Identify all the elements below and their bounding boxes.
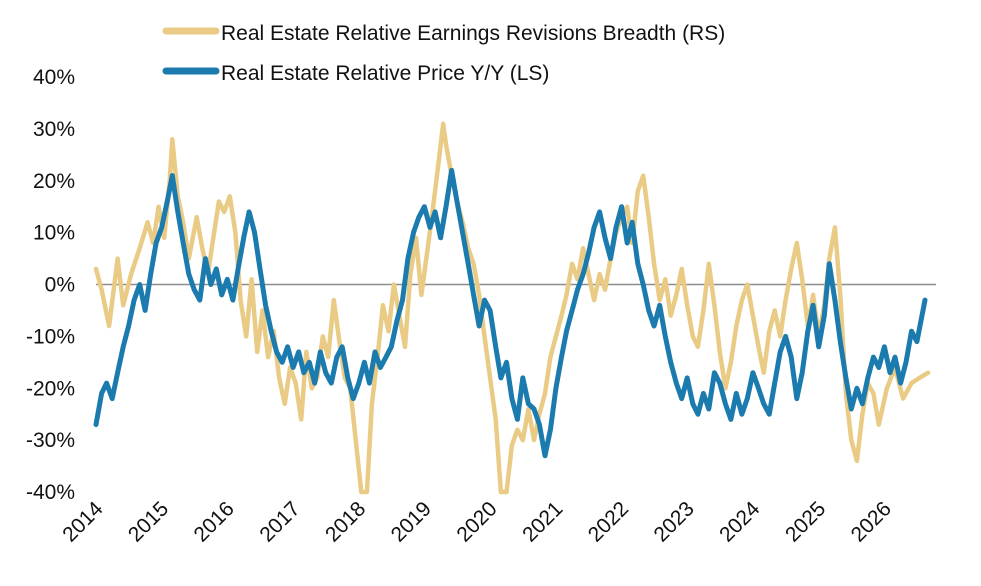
- x-tick-label: 2018: [321, 497, 370, 546]
- x-tick-label: 2024: [715, 497, 765, 547]
- legend: Real Estate Relative Earnings Revisions …: [162, 22, 725, 85]
- x-tick-label: 2017: [255, 497, 304, 546]
- y-tick-label: 10%: [33, 222, 75, 245]
- x-axis: 2014 2015 2016 2017 2018 2019 2020 2021 2022 2023…: [58, 497, 896, 547]
- y-tick-label: -20%: [26, 377, 75, 400]
- x-tick-label: 2025: [781, 497, 830, 546]
- x-tick-label: 2023: [649, 497, 698, 546]
- x-tick-label: 2026: [847, 497, 896, 546]
- y-tick-label: -40%: [26, 481, 75, 504]
- plot-area: [93, 121, 931, 495]
- x-tick-label: 2019: [387, 497, 436, 546]
- y-tick-label: -10%: [26, 325, 75, 348]
- y-tick-label: 30%: [33, 118, 75, 141]
- y-tick-label: -30%: [26, 429, 75, 452]
- legend-label-ls: Real Estate Relative Price Y/Y (LS): [221, 62, 549, 85]
- y-axis: 40% 30% 20% 10% 0% -10% -20% -30% -40%: [26, 66, 75, 504]
- y-tick-label: 0%: [45, 274, 75, 297]
- series-line-ls: [93, 167, 928, 459]
- x-tick-label: 2020: [452, 497, 501, 546]
- y-tick-label: 40%: [33, 66, 75, 89]
- x-tick-label: 2022: [584, 497, 633, 546]
- x-tick-label: 2016: [190, 497, 239, 546]
- series-line-rs: [93, 121, 931, 495]
- x-tick-label: 2015: [124, 497, 173, 546]
- legend-label-rs: Real Estate Relative Earnings Revisions …: [221, 22, 725, 45]
- y-tick-label: 20%: [33, 170, 75, 193]
- x-tick-label: 2021: [518, 497, 567, 546]
- x-tick-label: 2014: [58, 497, 108, 547]
